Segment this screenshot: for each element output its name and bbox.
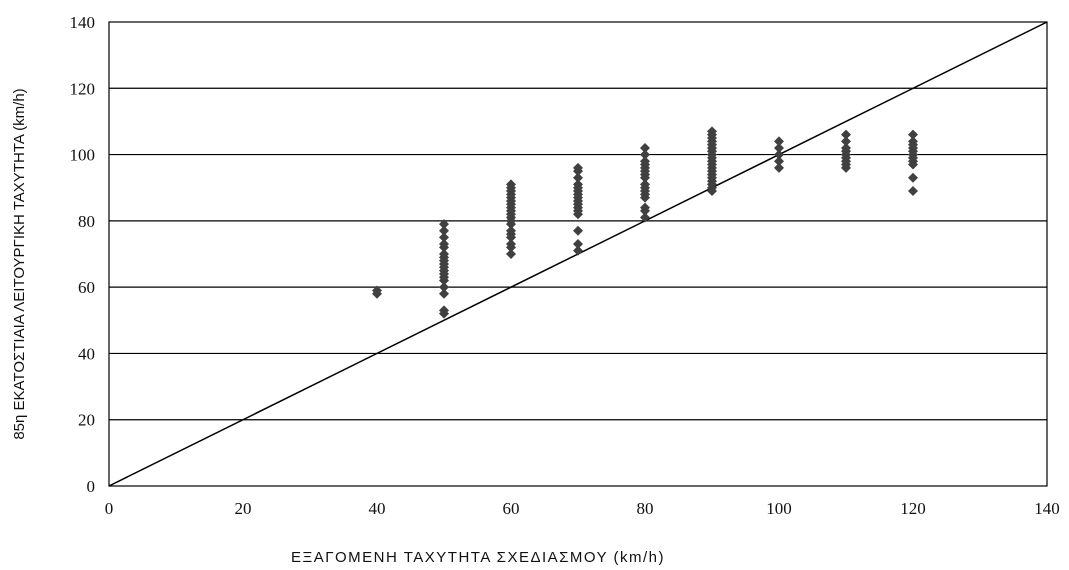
x-tick-label-80: 80 xyxy=(637,499,654,518)
data-point xyxy=(707,126,717,137)
data-point xyxy=(640,179,650,190)
data-point xyxy=(640,149,650,160)
data-point xyxy=(640,202,650,213)
data-point xyxy=(573,179,583,190)
y-tick-label-60: 60 xyxy=(78,278,95,297)
data-point xyxy=(439,219,449,230)
x-tick-label-60: 60 xyxy=(503,499,520,518)
data-point xyxy=(908,136,918,147)
x-tick-label-40: 40 xyxy=(369,499,386,518)
data-point xyxy=(506,249,516,259)
y-tick-label-100: 100 xyxy=(70,146,96,165)
y-axis-title: 85η ΕΚΑΤΟΣΤΙΑΙΑ ΛΕΙΤΟΥΡΓΙΚΗ ΤΑΧΥΤΗΤΑ (km… xyxy=(11,88,28,439)
data-point xyxy=(774,149,784,160)
x-tick-label-0: 0 xyxy=(105,499,114,518)
data-point xyxy=(439,305,449,316)
y-tick-label-20: 20 xyxy=(78,411,95,430)
data-point xyxy=(573,225,583,236)
data-point xyxy=(573,172,583,183)
x-tick-label-100: 100 xyxy=(766,499,792,518)
data-point xyxy=(640,142,650,153)
data-point xyxy=(841,129,851,140)
y-axis-tick-labels: 0 20 40 60 80 100 120 140 xyxy=(70,13,96,496)
data-point xyxy=(372,285,382,296)
data-point xyxy=(908,172,918,183)
x-tick-label-120: 120 xyxy=(900,499,926,518)
data-point xyxy=(439,232,449,243)
data-point xyxy=(774,156,784,167)
data-point xyxy=(841,142,851,153)
y-tick-label-140: 140 xyxy=(70,13,96,32)
data-point xyxy=(908,186,918,197)
x-tick-label-20: 20 xyxy=(235,499,252,518)
data-point xyxy=(774,162,784,173)
y-tick-label-120: 120 xyxy=(70,79,96,98)
y-tick-label-80: 80 xyxy=(78,212,95,231)
y-tick-label-40: 40 xyxy=(78,344,95,363)
x-tick-label-140: 140 xyxy=(1034,499,1060,518)
data-point xyxy=(841,136,851,147)
data-point xyxy=(506,179,516,190)
data-point xyxy=(573,162,583,173)
data-point xyxy=(640,156,650,167)
data-point xyxy=(506,239,516,250)
x-axis-title: ΕΞΑΓΟΜΕΝΗ ΤΑΧΥΤΗΤΑ ΣΧΕΔΙΑΣΜΟΥ (km/h) xyxy=(291,549,665,566)
data-point xyxy=(439,282,449,293)
data-point xyxy=(506,225,516,236)
data-point xyxy=(439,239,449,250)
data-point xyxy=(439,288,449,299)
data-point xyxy=(774,136,784,147)
gridlines xyxy=(109,87,1047,421)
data-markers xyxy=(372,126,918,319)
x-axis-tick-labels: 0 20 40 60 80 100 120 140 xyxy=(105,499,1060,518)
data-point xyxy=(439,249,449,259)
data-point xyxy=(573,245,583,256)
data-point xyxy=(573,239,583,250)
plot-area-frame xyxy=(108,21,1048,487)
data-point xyxy=(774,142,784,153)
data-point xyxy=(908,129,918,140)
y-tick-label-0: 0 xyxy=(87,477,96,496)
data-point xyxy=(640,212,650,223)
data-point xyxy=(439,225,449,236)
